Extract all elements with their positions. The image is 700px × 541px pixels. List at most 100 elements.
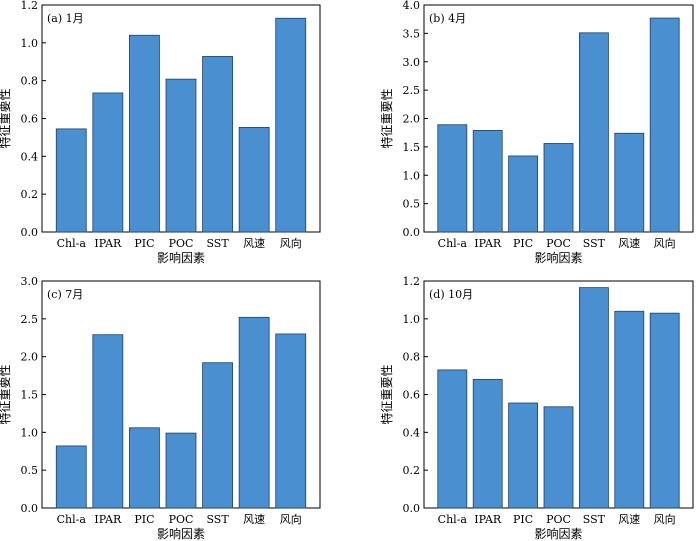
bar (202, 56, 233, 233)
x-tick-label: Chl-a (57, 513, 87, 526)
x-tick-label: Chl-a (438, 513, 468, 526)
bar (437, 369, 468, 509)
chart-panel: 0.0 0.5 1.0 1.5 2.0 2.5 3.0 3.5 4.0 Chl-a IPAR PIC P… (379, 0, 694, 265)
x-axis-label: 影响因素 (534, 526, 582, 541)
bar (202, 362, 233, 509)
x-tick-label: PIC (134, 513, 154, 526)
x-tick-label: Chl-a (57, 237, 87, 250)
y-tick-label: 3.5 (403, 27, 421, 40)
y-tick-label: 0.4 (21, 150, 39, 163)
y-tick-label: 1.0 (21, 426, 39, 439)
x-tick-label: 风速 (243, 513, 265, 526)
x-axis-label: 影响因素 (157, 250, 205, 265)
x-tick-label: PIC (513, 237, 533, 250)
x-tick-label: POC (169, 513, 194, 526)
x-tick-label: IPAR (474, 237, 502, 250)
x-tick-label: 风向 (280, 236, 302, 250)
bar (508, 155, 539, 233)
y-tick-label: 0.0 (21, 502, 39, 515)
y-axis-label: 特征重要性 (0, 88, 12, 148)
bar (129, 427, 160, 509)
x-tick-label: SST (206, 513, 229, 526)
y-tick-label: 1.2 (403, 275, 421, 288)
bar (238, 126, 270, 233)
bar (165, 78, 197, 233)
x-axis-label: 影响因素 (157, 526, 205, 541)
x-tick-label: 风向 (654, 236, 676, 250)
y-axis-label: 特征重要性 (0, 364, 12, 424)
x-axis-label: 影响因素 (534, 250, 582, 265)
x-tick-label: POC (546, 237, 571, 250)
bar (165, 432, 197, 509)
bar (578, 32, 609, 233)
y-axis-label: 特征重要性 (379, 88, 394, 148)
bar (614, 310, 645, 509)
bar (55, 128, 87, 233)
bar (543, 406, 574, 509)
x-tick-label: PIC (134, 237, 154, 250)
bar (92, 334, 124, 509)
y-tick-label: 0.0 (403, 226, 421, 239)
bar (543, 143, 574, 233)
y-tick-label: 0.8 (21, 75, 39, 88)
y-tick-label: 1.0 (403, 169, 421, 182)
y-tick-label: 0.6 (21, 113, 39, 126)
bar (472, 378, 503, 509)
y-tick-label: 1.2 (21, 0, 39, 12)
y-tick-label: 3.0 (403, 56, 421, 69)
y-tick-label: 0.8 (403, 351, 421, 364)
y-tick-label: 0.0 (403, 502, 421, 515)
bar (649, 312, 680, 509)
x-tick-label: 风速 (618, 237, 640, 250)
chart-panel: 0.0 0.5 1.0 1.5 2.0 2.5 3.0 Chl-a IPAR PIC POC SST 风… (0, 275, 321, 541)
y-tick-label: 3.0 (21, 275, 39, 288)
bar (578, 287, 609, 509)
bar (437, 124, 468, 233)
x-tick-label: POC (546, 513, 571, 526)
x-tick-label: 风向 (280, 512, 302, 526)
bar (275, 333, 307, 509)
x-tick-label: IPAR (94, 237, 122, 250)
x-tick-label: 风速 (243, 237, 265, 250)
bar (614, 132, 645, 233)
x-tick-label: Chl-a (438, 237, 468, 250)
bar (129, 34, 160, 233)
bar (472, 130, 503, 233)
bar (508, 402, 539, 509)
chart-panel: 0.0 0.2 0.4 0.6 0.8 1.0 1.2 Chl-a IPAR PIC POC SST 风… (0, 0, 321, 265)
bar (275, 17, 307, 233)
x-tick-label: 风向 (654, 512, 676, 526)
y-tick-label: 2.0 (403, 113, 421, 126)
x-tick-label: SST (206, 237, 229, 250)
y-tick-label: 0.0 (21, 226, 39, 239)
y-tick-label: 0.5 (21, 464, 39, 477)
x-tick-label: SST (583, 513, 606, 526)
panel-title: (b) 4月 (429, 12, 466, 25)
panel-title: (c) 7月 (47, 288, 83, 301)
y-tick-label: 4.0 (403, 0, 421, 12)
y-tick-label: 0.5 (403, 198, 421, 211)
y-tick-label: 0.2 (403, 464, 421, 477)
y-tick-label: 1.0 (21, 37, 39, 50)
x-tick-label: POC (169, 237, 194, 250)
y-tick-label: 1.5 (403, 141, 421, 154)
y-tick-label: 2.0 (21, 351, 39, 364)
x-tick-label: 风速 (618, 513, 640, 526)
bar (238, 316, 270, 509)
bar (55, 445, 87, 509)
y-tick-label: 2.5 (403, 84, 421, 97)
y-tick-label: 1.5 (21, 389, 39, 402)
bar (649, 17, 680, 233)
panel-title: (d) 10月 (429, 288, 473, 301)
x-tick-label: IPAR (474, 513, 502, 526)
x-tick-label: SST (583, 237, 606, 250)
chart-panel: 0.0 0.2 0.4 0.6 0.8 1.0 1.2 Chl-a IPAR PIC POC SST 风… (379, 275, 694, 541)
panel-title: (a) 1月 (47, 12, 84, 25)
x-tick-label: IPAR (94, 513, 122, 526)
y-tick-label: 0.2 (21, 188, 39, 201)
y-tick-label: 1.0 (403, 313, 421, 326)
x-tick-label: PIC (513, 513, 533, 526)
y-tick-label: 0.4 (403, 426, 421, 439)
bar (92, 92, 124, 233)
